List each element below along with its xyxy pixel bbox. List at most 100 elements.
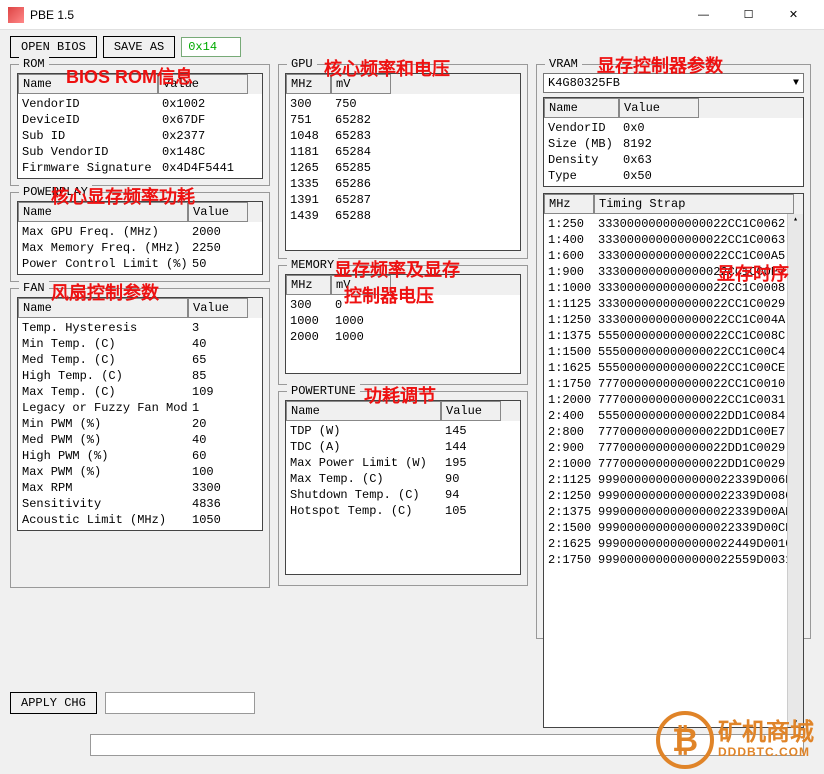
bitcoin-icon: ₿: [656, 711, 714, 769]
table-row[interactable]: 1:600333000000000000022CC1C00A5: [544, 248, 803, 264]
table-row[interactable]: 2:17509990000000000000022559D0031: [544, 552, 803, 568]
col-header: mV: [331, 275, 391, 295]
table-row[interactable]: Min PWM (%)20: [18, 416, 262, 432]
table-row[interactable]: Power Control Limit (%)50: [18, 256, 262, 272]
gpu-group: GPU 核心频率和电压 MHzmV30075075165282104865283…: [278, 64, 528, 259]
table-row[interactable]: Density0x63: [544, 152, 803, 168]
table-row[interactable]: 1:1000333000000000000022CC1C0008: [544, 280, 803, 296]
table-row[interactable]: 1:400333000000000000022CC1C0063: [544, 232, 803, 248]
table-row[interactable]: Min Temp. (C)40: [18, 336, 262, 352]
table-row[interactable]: High Temp. (C)85: [18, 368, 262, 384]
table-row[interactable]: 118165284: [286, 144, 520, 160]
table-row[interactable]: Max GPU Freq. (MHz)2000: [18, 224, 262, 240]
table-row[interactable]: 2:16259990000000000000022449D0010: [544, 536, 803, 552]
timing-scrollbar[interactable]: ▴▾: [787, 214, 803, 727]
table-row[interactable]: 20001000: [286, 329, 520, 345]
table-row[interactable]: 1:1625555000000000000022CC1C00CE: [544, 360, 803, 376]
table-row[interactable]: 75165282: [286, 112, 520, 128]
close-button[interactable]: ✕: [771, 0, 816, 30]
status-box: [105, 692, 255, 714]
table-row[interactable]: 2:11259990000000000000022339D006B: [544, 472, 803, 488]
col-header: Value: [441, 401, 501, 421]
table-row[interactable]: 1:250333000000000000022CC1C0062: [544, 216, 803, 232]
col-header: Name: [18, 202, 188, 222]
table-row[interactable]: Temp. Hysteresis3: [18, 320, 262, 336]
table-row[interactable]: 2:400555000000000000022DD1C0084: [544, 408, 803, 424]
table-row[interactable]: Max Memory Freq. (MHz)2250: [18, 240, 262, 256]
table-row[interactable]: 104865283: [286, 128, 520, 144]
table-row[interactable]: Max Power Limit (W)195: [286, 455, 520, 471]
table-row[interactable]: Size (MB)8192: [544, 136, 803, 152]
table-row[interactable]: 2:900777000000000000022DD1C0029: [544, 440, 803, 456]
table-row[interactable]: Hotspot Temp. (C)105: [286, 503, 520, 519]
table-row[interactable]: Max RPM3300: [18, 480, 262, 496]
table-row[interactable]: Max Temp. (C)109: [18, 384, 262, 400]
gpu-table: MHzmV30075075165282104865283118165284126…: [285, 73, 521, 251]
rom-legend: ROM: [19, 57, 49, 71]
col-header: Name: [286, 401, 441, 421]
vram-group: VRAM 显存控制器参数 K4G80325FB ▼ NameValueVendo…: [536, 64, 811, 639]
table-row[interactable]: 300750: [286, 96, 520, 112]
dropdown-arrow-icon: ▼: [793, 78, 799, 89]
vram-dropdown[interactable]: K4G80325FB ▼: [543, 73, 804, 93]
memory-table: MHzmV30001000100020001000: [285, 274, 521, 374]
memory-legend: MEMORY: [287, 258, 338, 272]
timing-table: MHzTiming Strap1:250333000000000000022CC…: [543, 193, 804, 728]
col-header: Value: [158, 74, 248, 94]
powertune-group: POWERTUNE 功耗调节 NameValueTDP (W)145TDC (A…: [278, 391, 528, 586]
table-row[interactable]: VendorID0x0: [544, 120, 803, 136]
table-row[interactable]: Max PWM (%)100: [18, 464, 262, 480]
apply-chg-button[interactable]: APPLY CHG: [10, 692, 97, 714]
table-row[interactable]: 143965288: [286, 208, 520, 224]
save-as-button[interactable]: SAVE AS: [103, 36, 175, 58]
table-row[interactable]: 2:800777000000000000022DD1C00E7: [544, 424, 803, 440]
table-row[interactable]: Med PWM (%)40: [18, 432, 262, 448]
table-row[interactable]: Max Temp. (C)90: [286, 471, 520, 487]
gpu-legend: GPU: [287, 57, 317, 71]
fan-table: NameValue Temp. Hysteresis3Min Temp. (C)4…: [17, 297, 263, 531]
col-header: Value: [188, 298, 248, 318]
table-row[interactable]: 2:12509990000000000000022339D008C: [544, 488, 803, 504]
table-row[interactable]: 139165287: [286, 192, 520, 208]
table-row[interactable]: 1:2000777000000000000022CC1C0031: [544, 392, 803, 408]
table-row[interactable]: Sub VendorID0x148C: [18, 144, 262, 160]
table-row[interactable]: 3000: [286, 297, 520, 313]
col-header: Value: [188, 202, 248, 222]
col-header: Timing Strap: [594, 194, 794, 214]
table-row[interactable]: 10001000: [286, 313, 520, 329]
vram-legend: VRAM: [545, 57, 582, 71]
logo-text1: 矿机商城: [718, 721, 814, 745]
table-row[interactable]: Sub ID0x2377: [18, 128, 262, 144]
table-row[interactable]: Type0x50: [544, 168, 803, 184]
table-row[interactable]: Shutdown Temp. (C)94: [286, 487, 520, 503]
table-row[interactable]: 133565286: [286, 176, 520, 192]
table-row[interactable]: 1:1375555000000000000022CC1C008C: [544, 328, 803, 344]
table-row[interactable]: Legacy or Fuzzy Fan Mode1: [18, 400, 262, 416]
logo-text2: DDDBTC.COM: [718, 745, 814, 759]
minimize-button[interactable]: ―: [681, 0, 726, 30]
table-row[interactable]: 126565285: [286, 160, 520, 176]
table-row[interactable]: DeviceID0x67DF: [18, 112, 262, 128]
table-row[interactable]: Acoustic Limit (MHz)1050: [18, 512, 262, 528]
table-row[interactable]: VendorID0x1002: [18, 96, 262, 112]
hex-input[interactable]: [181, 37, 241, 57]
table-row[interactable]: 2:1000777000000000000022DD1C0029: [544, 456, 803, 472]
table-row[interactable]: Firmware Signature0x4D4F5441: [18, 160, 262, 176]
col-header: Name: [18, 298, 188, 318]
fan-group: FAN 风扇控制参数 NameValueTemp. Hysteresis3Min…: [10, 288, 270, 588]
table-row[interactable]: TDP (W)145: [286, 423, 520, 439]
table-row[interactable]: 2:13759990000000000000022339D00AD: [544, 504, 803, 520]
table-row[interactable]: 1:1125333000000000000022CC1C0029: [544, 296, 803, 312]
table-row[interactable]: 1:1750777000000000000022CC1C0010: [544, 376, 803, 392]
table-row[interactable]: Med Temp. (C)65: [18, 352, 262, 368]
table-row[interactable]: Sensitivity4836: [18, 496, 262, 512]
open-bios-button[interactable]: OPEN BIOS: [10, 36, 97, 58]
table-row[interactable]: TDC (A)144: [286, 439, 520, 455]
table-row[interactable]: 1:1250333000000000000022CC1C004A: [544, 312, 803, 328]
table-row[interactable]: 1:1500555000000000000022CC1C00C4: [544, 344, 803, 360]
window-title: PBE 1.5: [30, 8, 681, 22]
table-row[interactable]: High PWM (%)60: [18, 448, 262, 464]
table-row[interactable]: 1:900333000000000000022CC1C00E7: [544, 264, 803, 280]
maximize-button[interactable]: ☐: [726, 0, 771, 30]
table-row[interactable]: 2:15009990000000000000022339D00CE: [544, 520, 803, 536]
